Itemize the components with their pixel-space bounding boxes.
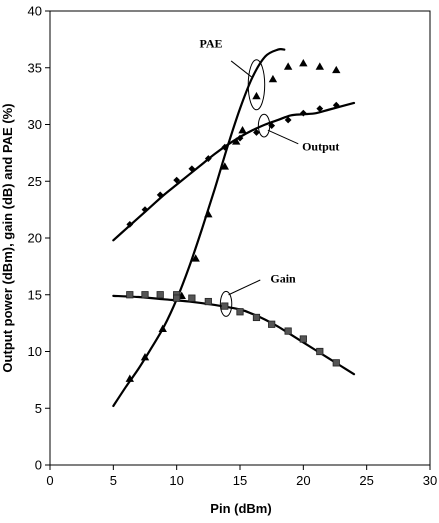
series-output-point — [316, 105, 324, 113]
series-output-fit-line — [112, 101, 356, 242]
series-pae-point — [332, 65, 341, 74]
series-gain-point — [284, 327, 292, 335]
series-pae-point — [158, 324, 167, 332]
annotation-gain-leader — [228, 279, 261, 296]
x-tick-label: 0 — [46, 473, 53, 488]
series-group — [112, 47, 356, 408]
series-gain-point — [188, 294, 196, 302]
series-gain-point — [126, 291, 134, 299]
series-gain — [112, 291, 356, 376]
y-tick-label: 10 — [28, 344, 42, 359]
x-axis-title: Pin (dBm) — [210, 501, 271, 516]
series-output-point — [236, 134, 244, 142]
series-gain-point — [299, 335, 307, 343]
x-tick-label: 15 — [233, 473, 247, 488]
y-tick-label: 0 — [35, 458, 42, 473]
annotation-pae-ellipse — [247, 59, 266, 111]
y-tick-label: 25 — [28, 174, 42, 189]
series-output-point — [173, 176, 181, 184]
series-output-point — [156, 191, 164, 199]
series-pae-point — [204, 209, 213, 218]
x-tick-label: 25 — [359, 473, 373, 488]
annotation-pae-label: PAE — [199, 36, 222, 50]
series-pae-point — [268, 74, 278, 83]
annotation-gain-label: Gain — [270, 271, 296, 285]
x-tick-label: 20 — [296, 473, 310, 488]
series-output-point — [332, 101, 340, 109]
series-gain-point — [221, 302, 229, 310]
series-output-point — [299, 109, 307, 117]
annotation-output-leader — [267, 129, 299, 145]
series-gain-point — [236, 308, 244, 316]
series-gain-fit-line — [112, 294, 356, 376]
series-output — [112, 101, 356, 242]
y-tick-label: 5 — [35, 401, 42, 416]
plot-area — [49, 10, 431, 466]
plot-frame — [49, 10, 431, 466]
y-tick-label: 40 — [28, 4, 42, 19]
x-tick-label: 5 — [110, 473, 117, 488]
series-gain-point — [204, 297, 212, 306]
y-tick-label: 35 — [28, 60, 42, 75]
series-output-point — [284, 116, 292, 124]
series-gain-point — [156, 291, 164, 299]
series-gain-point — [268, 320, 276, 328]
series-output-point — [204, 155, 212, 162]
y-axis-title: Output power (dBm), gain (dB) and PAE (%… — [0, 103, 15, 372]
series-output-point — [221, 143, 229, 151]
series-output-point — [126, 220, 134, 228]
series-pae-point — [315, 62, 324, 70]
series-output-point — [188, 165, 196, 173]
series-gain-point — [141, 291, 149, 299]
series-pae-point — [283, 62, 293, 70]
series-pae-point — [232, 137, 241, 145]
y-tick-label: 20 — [28, 231, 42, 246]
annotations: PAE Output Gain — [199, 36, 339, 317]
y-tick-label: 30 — [28, 117, 42, 132]
y-tick-label: 15 — [28, 287, 42, 302]
series-pae-point — [125, 374, 134, 382]
axis-ticks: 0 5 10 15 20 25 30 0 5 10 15 20 25 30 35 40 — [28, 4, 438, 489]
series-pae — [112, 47, 341, 408]
series-gain-point — [252, 313, 261, 322]
x-tick-label: 30 — [423, 473, 437, 488]
annotation-gain-ellipse — [219, 290, 233, 317]
series-output-point — [141, 206, 149, 214]
series-pae-point — [140, 352, 150, 361]
series-gain-point — [173, 294, 181, 302]
series-gain-point — [332, 359, 340, 367]
series-output-point — [253, 129, 260, 136]
series-pae-point — [252, 91, 261, 100]
series-pae-point — [238, 125, 247, 134]
series-pae-point — [299, 59, 308, 67]
series-pae-point — [220, 162, 229, 170]
series-pae-point — [191, 254, 200, 262]
x-tick-label: 10 — [169, 473, 183, 488]
annotation-pae-leader — [230, 60, 252, 78]
annotation-output-label: Output — [302, 140, 339, 154]
series-pae-fit-line — [112, 47, 286, 408]
annotation-output-ellipse — [257, 113, 271, 138]
series-gain-point — [316, 347, 324, 356]
